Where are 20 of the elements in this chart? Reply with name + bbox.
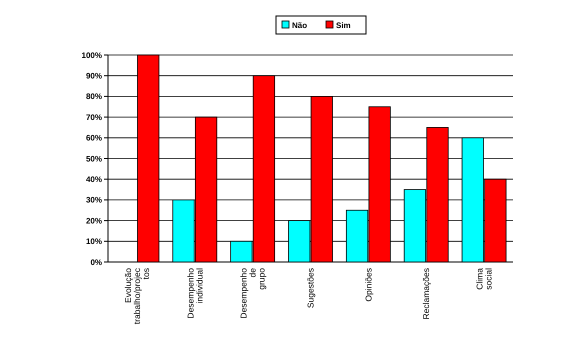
x-tick-label: Opiniões: [363, 268, 374, 302]
x-tick-label: Desempenho de grupo: [238, 268, 267, 319]
y-tick-label: 60%: [86, 134, 102, 143]
y-tick-label: 10%: [86, 237, 102, 246]
y-tick-label: 70%: [86, 112, 102, 122]
x-tick-label: Evolução trabalho/projectos: [122, 267, 151, 324]
y-tick-label: 90%: [86, 72, 102, 80]
legend-label: Sim: [336, 21, 351, 30]
y-tick-label: 80%: [86, 92, 102, 102]
y-tick-label: 50%: [86, 154, 102, 164]
y-tick-label: 20%: [86, 216, 102, 226]
y-tick-label: 30%: [86, 196, 102, 205]
legend-label: Não: [292, 21, 308, 30]
x-tick-label: Sugestões: [306, 268, 316, 308]
y-tick-label: 100%: [82, 50, 102, 60]
x-tick-label: Desempenho individual: [185, 268, 204, 319]
x-tick-label: Reclamações: [421, 268, 432, 320]
y-tick-label: 40%: [86, 175, 102, 184]
y-tick-label: 0%: [90, 258, 102, 267]
x-tick-label: Clima social: [474, 268, 494, 290]
